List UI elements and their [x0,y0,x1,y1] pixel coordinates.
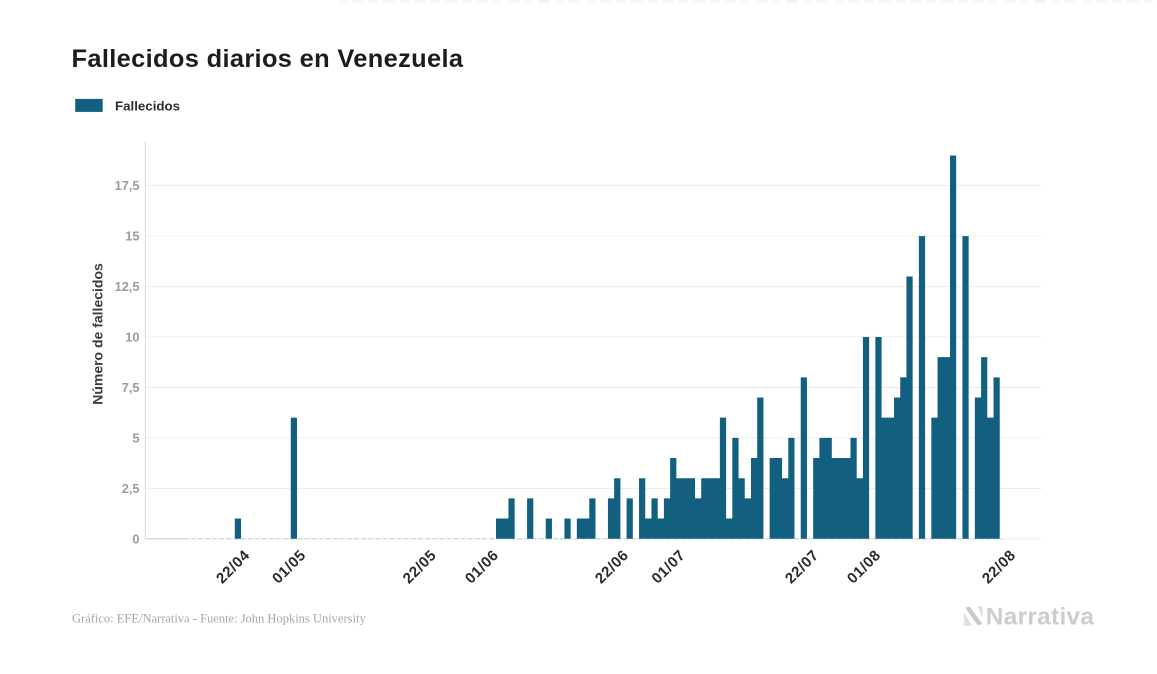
svg-text:01/05: 01/05 [269,547,309,587]
svg-text:01/07: 01/07 [648,547,688,587]
svg-text:10: 10 [125,330,139,345]
svg-text:22/06: 22/06 [592,547,632,587]
svg-text:22/07: 22/07 [782,547,822,587]
svg-text:Gráfico: EFE/Narrativa - Fuent: Gráfico: EFE/Narrativa - Fuente: John Ho… [72,612,366,626]
svg-text:17,5: 17,5 [115,178,140,193]
svg-text:Número de fallecidos: Número de fallecidos [90,263,106,405]
svg-text:5: 5 [132,431,139,446]
svg-text:Fallecidos diarios en Venezuel: Fallecidos diarios en Venezuela [72,45,464,73]
svg-text:Narrativa: Narrativa [986,604,1095,631]
svg-text:12,5: 12,5 [115,279,140,294]
svg-text:22/05: 22/05 [400,547,440,587]
svg-text:01/06: 01/06 [462,547,502,587]
svg-text:7,5: 7,5 [122,380,140,395]
svg-text:Fallecidos: Fallecidos [115,99,180,114]
svg-text:0: 0 [132,531,139,546]
svg-text:2,5: 2,5 [122,481,140,496]
svg-text:15: 15 [125,229,139,244]
svg-text:01/08: 01/08 [844,547,884,587]
svg-text:22/04: 22/04 [213,547,253,587]
svg-text:22/08: 22/08 [979,547,1019,587]
